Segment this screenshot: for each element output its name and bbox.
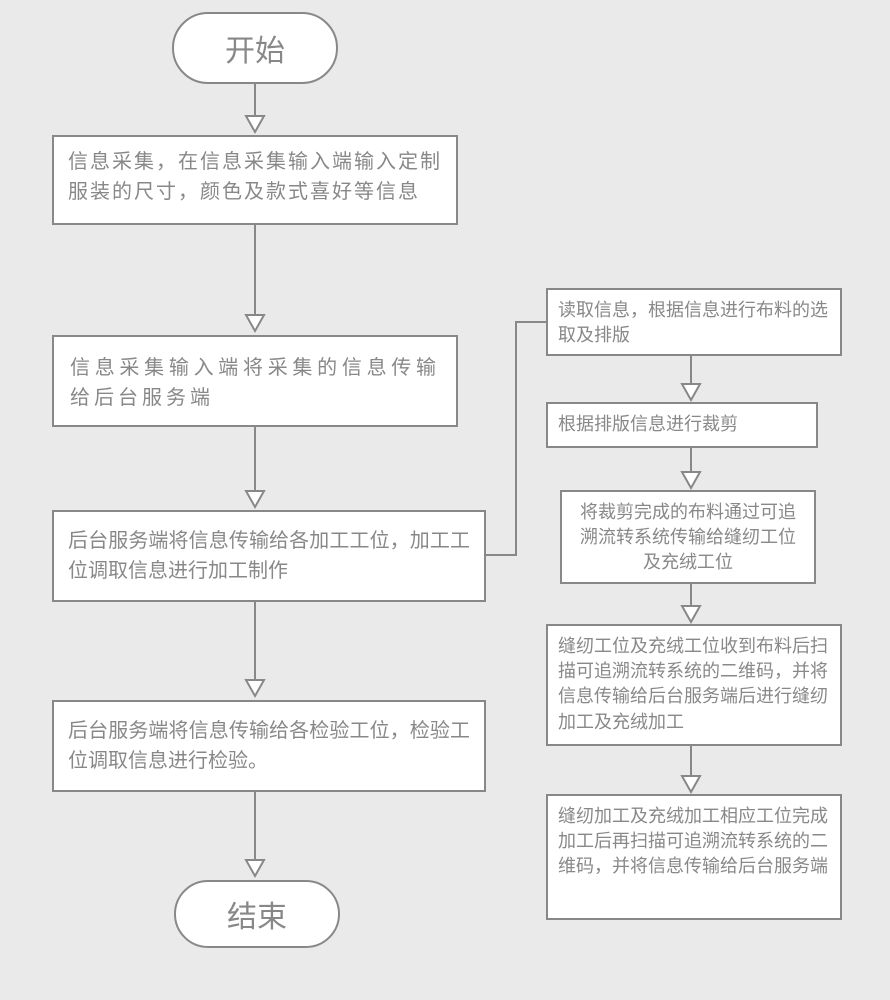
side1-node: 读取信息，根据信息进行布料的选取及排版: [546, 288, 842, 356]
side2-node: 根据排版信息进行裁剪: [546, 402, 818, 448]
flowchart-container: 开始 信息采集，在信息采集输入端输入定制服装的尺寸，颜色及款式喜好等信息 信息采…: [0, 0, 890, 1000]
start-node: 开始: [172, 12, 338, 84]
arrow-step4-end: [244, 792, 266, 880]
arrow-start-step1: [244, 84, 266, 136]
arrow-step3-step4: [244, 602, 266, 700]
arrow-side4-side5: [680, 746, 702, 794]
step1-label: 信息采集，在信息采集输入端输入定制服装的尺寸，颜色及款式喜好等信息: [68, 151, 442, 203]
side3-label: 将裁剪完成的布料通过可追溯流转系统传输给缝纫工位及充绒工位: [580, 502, 796, 572]
step2-node: 信息采集输入端将采集的信息传输给后台服务端: [52, 335, 458, 427]
start-label: 开始: [225, 26, 285, 70]
branch-connector: [486, 300, 546, 560]
arrow-side2-side3: [680, 448, 702, 490]
side5-node: 缝纫加工及充绒加工相应工位完成加工后再扫描可追溯流转系统的二维码，并将信息传输给…: [546, 794, 842, 920]
side3-node: 将裁剪完成的布料通过可追溯流转系统传输给缝纫工位及充绒工位: [560, 490, 816, 584]
side5-label: 缝纫加工及充绒加工相应工位完成加工后再扫描可追溯流转系统的二维码，并将信息传输给…: [558, 806, 828, 876]
side4-label: 缝纫工位及充绒工位收到布料后扫描可追溯流转系统的二维码，并将信息传输给后台服务端…: [558, 636, 828, 732]
step3-label: 后台服务端将信息传输给各加工工位，加工工位调取信息进行加工制作: [68, 530, 470, 582]
step4-label: 后台服务端将信息传输给各检验工位，检验工位调取信息进行检验。: [68, 720, 470, 772]
side2-label: 根据排版信息进行裁剪: [558, 414, 738, 434]
step1-node: 信息采集，在信息采集输入端输入定制服装的尺寸，颜色及款式喜好等信息: [52, 135, 458, 225]
arrow-step2-step3: [244, 427, 266, 511]
step2-label: 信息采集输入端将采集的信息传输给后台服务端: [70, 357, 440, 409]
end-label: 结束: [227, 892, 287, 936]
end-node: 结束: [174, 880, 340, 948]
arrow-side3-side4: [680, 584, 702, 624]
side1-label: 读取信息，根据信息进行布料的选取及排版: [558, 300, 828, 345]
step3-node: 后台服务端将信息传输给各加工工位，加工工位调取信息进行加工制作: [52, 510, 486, 602]
side4-node: 缝纫工位及充绒工位收到布料后扫描可追溯流转系统的二维码，并将信息传输给后台服务端…: [546, 624, 842, 746]
step4-node: 后台服务端将信息传输给各检验工位，检验工位调取信息进行检验。: [52, 700, 486, 792]
arrow-step1-step2: [244, 225, 266, 335]
arrow-side1-side2: [680, 356, 702, 402]
